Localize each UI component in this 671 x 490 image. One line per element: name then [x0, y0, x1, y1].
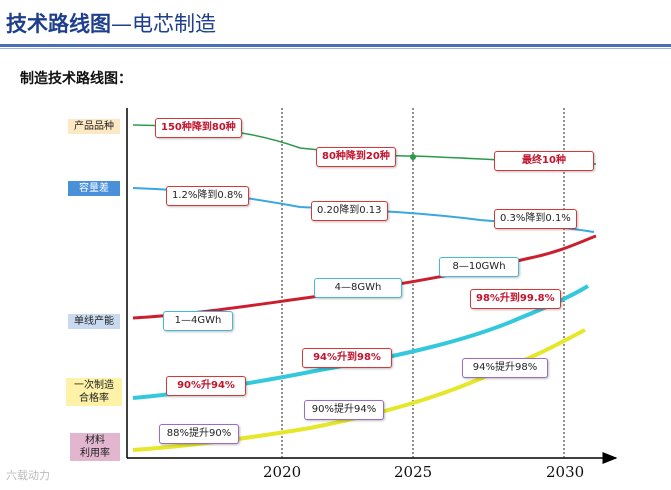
label-yield-1: 90%升94% [166, 376, 246, 396]
label-capacity-3: 0.3%降到0.1% [494, 209, 577, 229]
year-2030: 2030 [546, 463, 585, 481]
header-rule-thin [0, 48, 671, 49]
category-first-pass-yield: 一次制造 合格率 [66, 378, 122, 406]
year-2025: 2025 [394, 463, 433, 481]
label-output-2: 4—8GWh [314, 278, 402, 298]
label-capacity-1: 1.2%降到0.8% [166, 186, 249, 206]
page-title: 技术路线图—电芯制造 [6, 12, 216, 36]
category-line-output: 单线产能 [68, 314, 120, 329]
section-subtitle: 制造技术路线图： [20, 71, 132, 87]
variety-point-3 [410, 154, 416, 160]
category-capacity-diff: 容量差 [68, 181, 120, 196]
label-output-3: 8—10GWh [439, 257, 519, 277]
category-variety: 产品品种 [68, 119, 120, 134]
year-2020: 2020 [263, 463, 302, 481]
label-variety-2: 80种降到20种 [316, 147, 396, 167]
label-variety-1: 150种降到80种 [155, 118, 242, 138]
label-yield-2: 94%升到98% [302, 348, 392, 368]
category-material-utilization: 材料 利用率 [70, 433, 120, 461]
label-output-1: 1—4GWh [163, 311, 233, 331]
watermark: 六载动力 [6, 469, 50, 482]
label-variety-3: 最终10种 [494, 151, 594, 171]
label-yield-3: 98%升到99.8% [470, 289, 561, 309]
label-material-3: 94%提升98% [462, 358, 548, 378]
label-material-2: 90%提升94% [304, 400, 384, 420]
header-rule [0, 44, 671, 47]
label-material-1: 88%提升90% [159, 424, 239, 444]
label-capacity-2: 0.20降到0.13 [311, 201, 388, 221]
